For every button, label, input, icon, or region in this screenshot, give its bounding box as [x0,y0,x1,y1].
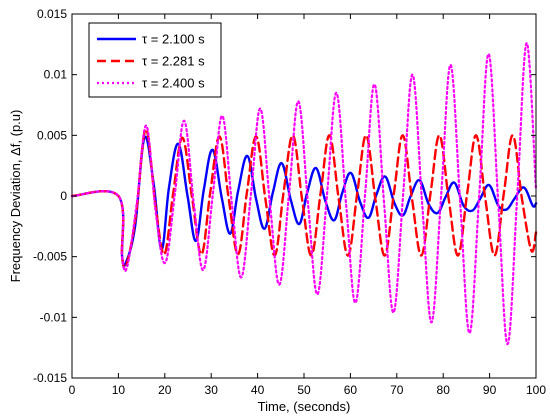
legend: τ = 2.100 s τ = 2.281 s τ = 2.400 s [88,22,222,98]
x-axis-label: Time, (seconds) [258,399,351,414]
series-layer [70,42,538,346]
series-line-1 [70,135,538,268]
x-tick-label: 50 [297,383,311,397]
y-tick-label: -0.005 [33,250,67,264]
y-tick-label: 0.015 [37,7,67,21]
y-tick-label: -0.015 [33,371,67,385]
series-line-2 [70,128,538,270]
x-tick-label: 0 [69,383,76,397]
x-tick-label: 70 [390,383,404,397]
y-axis-label: Frequency Deviation, Δf, (p.u) [8,110,23,283]
x-tick-label: 90 [483,383,497,397]
x-tick-label: 60 [344,383,358,397]
x-tick-label: 100 [526,383,546,397]
x-tick-label: 30 [205,383,219,397]
y-tick-label: 0.01 [44,68,68,82]
x-tick-label: 10 [112,383,126,397]
x-tick-labels: 0 10 20 30 40 50 60 70 80 90 100 [69,383,547,397]
plot-frame [71,13,537,379]
legend-label-3: τ = 2.400 s [142,76,205,91]
x-tick-label: 20 [158,383,172,397]
y-tick-label: 0.005 [37,128,67,142]
legend-label-2: τ = 2.281 s [142,54,205,69]
x-tick-label: 40 [251,383,265,397]
y-tick-label: 0 [60,189,67,203]
series-line-3 [70,42,538,346]
y-tick-labels: -0.015 -0.01 -0.005 0 0.005 0.01 0.015 [33,7,67,385]
legend-label-1: τ = 2.100 s [142,32,205,47]
y-tick-label: -0.01 [40,310,68,324]
ticks-layer [71,13,537,379]
x-tick-label: 80 [437,383,451,397]
